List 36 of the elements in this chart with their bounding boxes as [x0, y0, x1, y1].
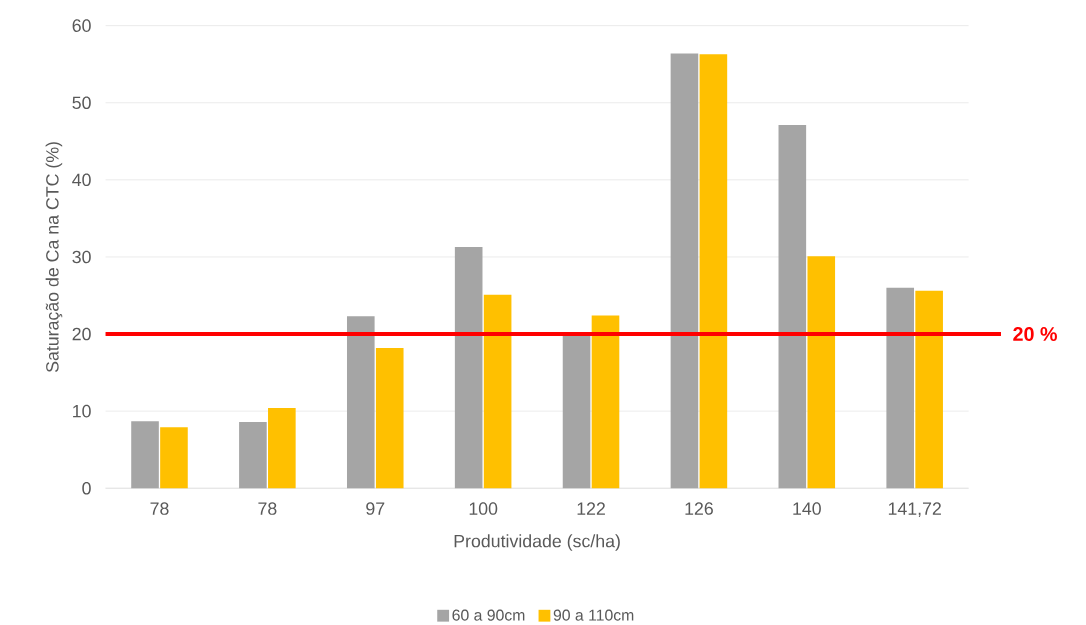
x-tick-label: 78 — [150, 502, 169, 515]
x-tick-label: 97 — [366, 502, 385, 515]
x-tick-label: 78 — [258, 502, 277, 515]
ref-line-label: 20 % — [1013, 326, 1057, 341]
legend-label: 90 a 110cm — [553, 609, 634, 621]
x-tick-label: 126 — [685, 502, 713, 515]
bar — [454, 246, 483, 489]
bar — [562, 333, 591, 489]
bar — [131, 420, 159, 489]
y-axis-title: Saturação de Ca na CTC (%) — [45, 141, 63, 372]
bar — [268, 407, 296, 489]
bar — [886, 287, 915, 489]
bar — [160, 427, 188, 489]
y-tick-label: 60 — [72, 19, 91, 32]
y-tick-label: 50 — [72, 96, 91, 109]
y-tick-label: 40 — [72, 173, 91, 186]
bar — [778, 124, 807, 489]
bar — [670, 53, 699, 489]
x-axis-title: Produtividade (sc/ha) — [454, 534, 620, 551]
bar — [915, 290, 943, 489]
bar — [346, 316, 375, 489]
legend-label: 60 a 90cm — [452, 609, 525, 621]
x-tick-label: 141,72 — [888, 502, 941, 517]
bar — [483, 294, 512, 489]
x-tick-label: 122 — [577, 502, 605, 515]
bar — [591, 315, 620, 489]
bar — [239, 421, 267, 489]
y-tick-label: 30 — [72, 250, 91, 264]
x-tick-label: 100 — [469, 502, 498, 515]
bar — [807, 256, 836, 489]
y-tick-label: 10 — [73, 404, 91, 418]
y-tick-label: 20 — [72, 327, 91, 341]
y-tick-label: 0 — [82, 481, 91, 495]
bar — [375, 347, 404, 489]
x-tick-label: 140 — [793, 502, 821, 515]
bar — [699, 54, 728, 489]
